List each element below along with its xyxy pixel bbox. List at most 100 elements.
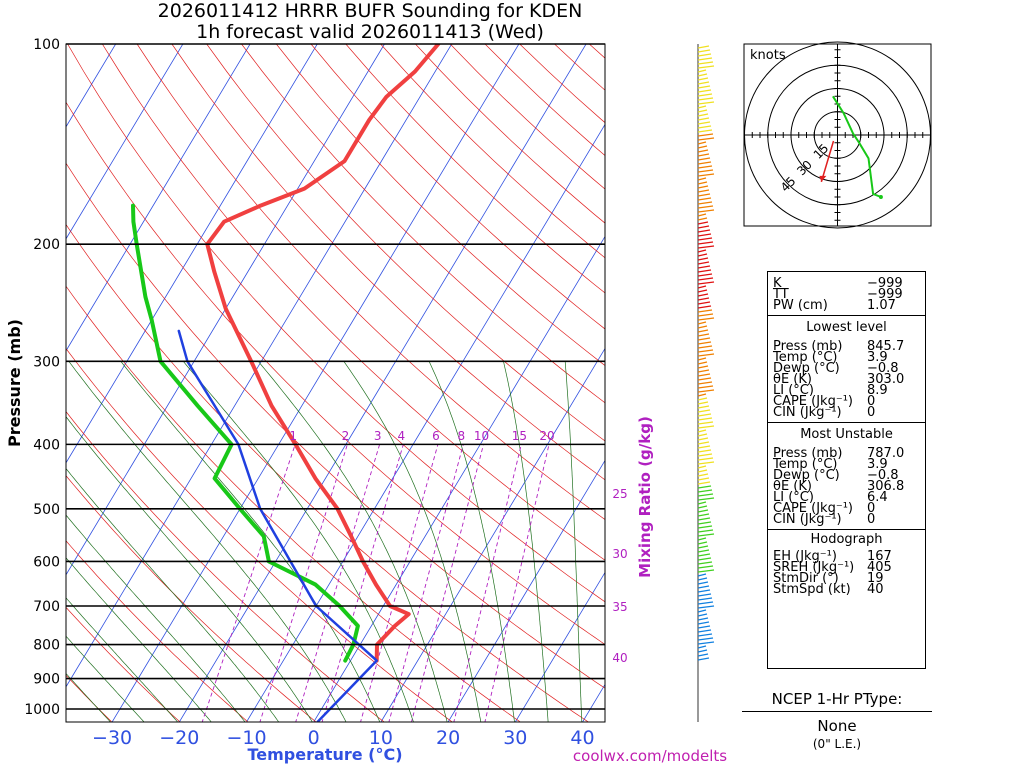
wind-barb <box>697 577 708 581</box>
isotherm-line <box>66 44 251 352</box>
wind-barb <box>697 549 710 553</box>
plot-background-lines <box>66 44 605 722</box>
index-value: 845.7 <box>867 339 905 354</box>
wind-barb <box>697 253 708 257</box>
index-row: Dewp (°C) −0.8 <box>773 469 921 482</box>
wind-barb <box>697 201 713 205</box>
wind-barb <box>697 393 707 397</box>
mixing-ratio-line <box>295 444 381 722</box>
storm-motion-arrow <box>820 140 835 183</box>
pressure-tick-label: 500 <box>33 502 60 518</box>
wind-barb <box>697 509 709 513</box>
moist-adiabat-line <box>66 514 246 722</box>
hodograph-params-title: Hodograph <box>810 532 883 547</box>
wind-barb <box>697 69 707 73</box>
index-label: θE (K) <box>773 372 812 387</box>
index-value: 405 <box>867 560 892 575</box>
wind-barb <box>697 505 708 509</box>
hodograph-trace <box>832 95 882 198</box>
wind-barb <box>697 529 714 533</box>
wind-barb <box>697 333 710 337</box>
index-row: K −999 <box>773 276 921 291</box>
dewpoint-trace <box>131 203 360 663</box>
dry-adiabat-line <box>136 44 605 520</box>
wind-barb <box>697 221 709 225</box>
mixing-ratio-line <box>411 444 484 722</box>
index-label: Press (mb) <box>773 339 843 354</box>
wind-barb <box>697 313 714 317</box>
pressure-tick-label: 300 <box>33 354 60 370</box>
credit-text: coolwx.com/modelts <box>573 747 727 765</box>
temperature-trace <box>205 44 441 663</box>
wind-barb <box>697 205 714 209</box>
wind-barb <box>697 485 712 489</box>
wind-barb <box>697 185 709 189</box>
wind-barb <box>697 57 713 61</box>
wind-barb <box>697 617 709 621</box>
wind-barb <box>697 589 711 593</box>
index-label: K <box>773 276 782 291</box>
index-row: StmSpd (kt) 40 <box>773 583 921 596</box>
isotherm-line <box>66 44 318 464</box>
wind-barb <box>697 413 712 417</box>
index-row: CAPE (Jkg⁻¹) 0 <box>773 394 921 409</box>
lowest-level-title: Lowest level <box>806 320 887 335</box>
wind-barb <box>697 345 713 349</box>
index-row: CAPE (Jkg⁻¹) 0 <box>773 501 921 516</box>
isotherm-line <box>514 571 605 722</box>
wind-barb-column <box>697 44 715 722</box>
mixing-ratio-tick-label: 3 <box>374 429 382 443</box>
wind-barb <box>697 601 714 605</box>
theta-e-tick-label: 30 <box>612 547 627 561</box>
wind-barb <box>697 177 707 181</box>
wind-barb <box>697 321 707 325</box>
isotherm-line <box>111 44 520 722</box>
pressure-tick-label: 400 <box>33 437 60 453</box>
temperature-tick-label: 40 <box>570 727 594 749</box>
dry-adiabat-line <box>171 44 605 481</box>
wind-barb <box>697 213 707 217</box>
moist-adiabat-line <box>258 361 448 722</box>
wind-barb <box>697 317 715 321</box>
wind-barb <box>697 557 712 561</box>
mixing-ratio-tick-label: 15 <box>512 429 527 443</box>
wind-barb <box>697 265 711 269</box>
index-row: θE (K) 306.8 <box>773 479 921 494</box>
wind-barb <box>697 73 708 77</box>
wind-barb <box>697 105 707 109</box>
mixing-ratio-tick-label: 20 <box>539 429 554 443</box>
index-label: Temp (°C) <box>773 457 838 472</box>
isotherm-line <box>178 44 587 722</box>
pressure-tick-label: 800 <box>33 638 60 654</box>
index-value: 3.9 <box>867 350 888 365</box>
wind-barb <box>697 381 713 385</box>
lowest-level-indices: Press (mb) 845.7 Temp (°C) 3.9 Dewp (°C) −0.8… <box>768 339 925 422</box>
mixing-ratio-tick-label: 1 <box>289 429 297 443</box>
index-row: θE (K) 303.0 <box>773 372 921 387</box>
isotherm-line <box>66 44 453 688</box>
wind-barb <box>697 45 710 49</box>
wind-barb <box>697 561 713 565</box>
wind-barb <box>697 149 709 153</box>
pressure-tick-label: 600 <box>33 554 60 570</box>
mixing-ratio-line <box>388 444 464 722</box>
index-label: CAPE (Jkg⁻¹) <box>773 394 853 409</box>
index-value: 0 <box>867 501 876 516</box>
wind-barb <box>697 145 708 149</box>
wind-barb <box>697 489 713 493</box>
dry-adiabat-line <box>310 44 605 330</box>
moist-adiabat-line <box>343 361 482 722</box>
index-label: θE (K) <box>773 479 812 494</box>
wind-barb <box>697 349 714 353</box>
wind-barb <box>697 269 712 273</box>
theta-e-tick-label: 40 <box>612 651 627 665</box>
dry-adiabat-line <box>415 44 605 224</box>
most-unstable-indices: Press (mb) 787.0 Temp (°C) 3.9 Dewp (°C) −0.8… <box>768 447 925 529</box>
wind-barb <box>697 133 714 137</box>
index-value: −0.8 <box>867 361 899 376</box>
wind-barb <box>697 193 711 197</box>
isotherm-line <box>66 44 385 576</box>
wind-barb <box>697 125 712 129</box>
wind-barb <box>697 473 709 477</box>
